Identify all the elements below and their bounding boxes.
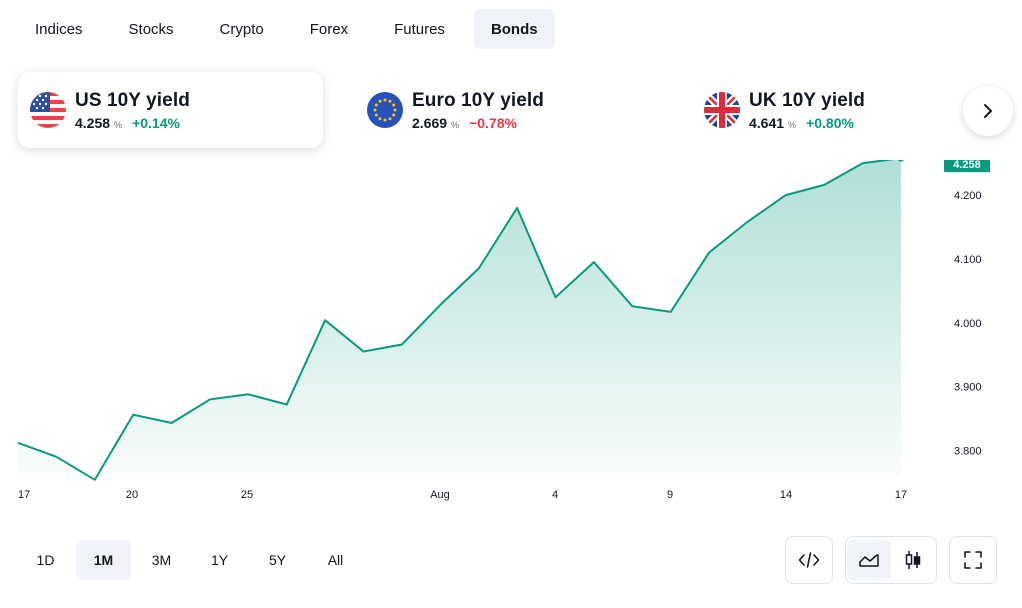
symbol-card-euro10y[interactable]: Euro 10Y yield 2.669 % −0.78% (355, 72, 660, 148)
tab-bonds[interactable]: Bonds (473, 9, 555, 49)
y-tick-label: 4.100 (954, 254, 982, 266)
card-unit: % (451, 119, 460, 130)
data-point (400, 342, 404, 346)
data-point (707, 251, 711, 255)
card-title: US 10Y yield (75, 89, 190, 111)
data-point (323, 318, 327, 322)
data-point (246, 392, 250, 396)
card-change: +0.80% (806, 114, 854, 131)
x-tick-label: 17 (18, 489, 30, 501)
card-title: UK 10Y yield (749, 89, 865, 111)
embed-button[interactable] (785, 536, 833, 584)
data-point (16, 441, 20, 445)
range-all[interactable]: All (327, 552, 344, 568)
x-tick-label: 25 (241, 489, 253, 501)
data-point (745, 220, 749, 224)
area-fill (18, 160, 901, 480)
data-point (592, 260, 596, 264)
x-tick-label: 17 (895, 489, 907, 501)
data-point (669, 310, 673, 314)
data-point (515, 206, 519, 210)
range-1m[interactable]: 1M (76, 540, 131, 580)
x-tick-label: 14 (780, 489, 792, 501)
tab-crypto[interactable]: Crypto (219, 20, 264, 38)
chevron-right-icon (984, 104, 992, 118)
data-point (861, 161, 865, 165)
fullscreen-icon (964, 551, 982, 569)
card-unit: % (788, 119, 797, 130)
uk-flag-icon (704, 92, 740, 128)
data-point (54, 455, 58, 459)
data-point (131, 413, 135, 417)
x-tick-label: 4 (552, 489, 558, 501)
card-change: −0.78% (469, 114, 517, 131)
range-1d[interactable]: 1D (36, 552, 55, 568)
y-tick-label: 4.000 (954, 318, 982, 330)
x-tick-label: Aug (430, 489, 450, 501)
area-style-button[interactable] (847, 540, 891, 580)
data-point (822, 183, 826, 187)
symbol-card-us10y[interactable]: US 10Y yield 4.258 % +0.14% (18, 72, 323, 148)
data-point (285, 403, 289, 407)
yield-area-chart[interactable]: 4.200 4.100 4.000 3.900 3.800 17 20 25 Aug 4 9 14 1… (0, 160, 1022, 510)
market-tabs: Indices Stocks Crypto Forex Futures Bond… (18, 9, 567, 49)
candles-style-button[interactable] (891, 540, 935, 580)
card-change: +0.14% (132, 114, 180, 131)
data-point (208, 397, 212, 401)
tab-indices[interactable]: Indices (35, 20, 83, 38)
x-tick-label: 20 (126, 489, 138, 501)
tab-stocks[interactable]: Stocks (128, 20, 174, 38)
range-3m[interactable]: 3M (151, 552, 172, 568)
series-line (17, 160, 895, 481)
data-point (477, 267, 481, 271)
last-point-marker (898, 160, 904, 162)
card-unit: % (114, 119, 123, 130)
y-tick-label: 3.800 (954, 445, 982, 457)
data-point (553, 295, 557, 299)
tab-forex[interactable]: Forex (309, 20, 349, 38)
area-chart-icon (859, 554, 879, 567)
last-value-label: 4.258 (953, 160, 981, 171)
card-value: 4.258 (75, 114, 111, 131)
range-selector: 1D 1M 3M 1Y 5Y All (18, 540, 366, 580)
data-point (170, 421, 174, 425)
x-tick-label: 9 (667, 489, 673, 501)
symbol-card-uk10y[interactable]: UK 10Y yield 4.641 % +0.80% (692, 72, 952, 148)
us-flag-icon (30, 92, 66, 128)
data-point (362, 350, 366, 354)
eu-flag-icon (367, 92, 403, 128)
tab-futures[interactable]: Futures (394, 20, 445, 38)
data-point (784, 193, 788, 197)
range-1y[interactable]: 1Y (210, 552, 229, 568)
code-icon (798, 552, 820, 568)
data-point (438, 303, 442, 307)
card-title: Euro 10Y yield (412, 89, 544, 111)
chart-style-switcher (845, 536, 937, 584)
card-value: 2.669 (412, 114, 448, 131)
last-value-badge (944, 160, 990, 173)
fullscreen-button[interactable] (949, 536, 997, 584)
candlestick-icon (905, 551, 921, 569)
next-cards-button[interactable] (963, 86, 1013, 136)
range-5y[interactable]: 5Y (268, 552, 287, 568)
y-tick-label: 3.900 (954, 382, 982, 394)
card-value: 4.641 (749, 114, 785, 131)
data-point (93, 478, 97, 482)
data-point (630, 304, 634, 308)
y-tick-label: 4.200 (954, 190, 982, 202)
